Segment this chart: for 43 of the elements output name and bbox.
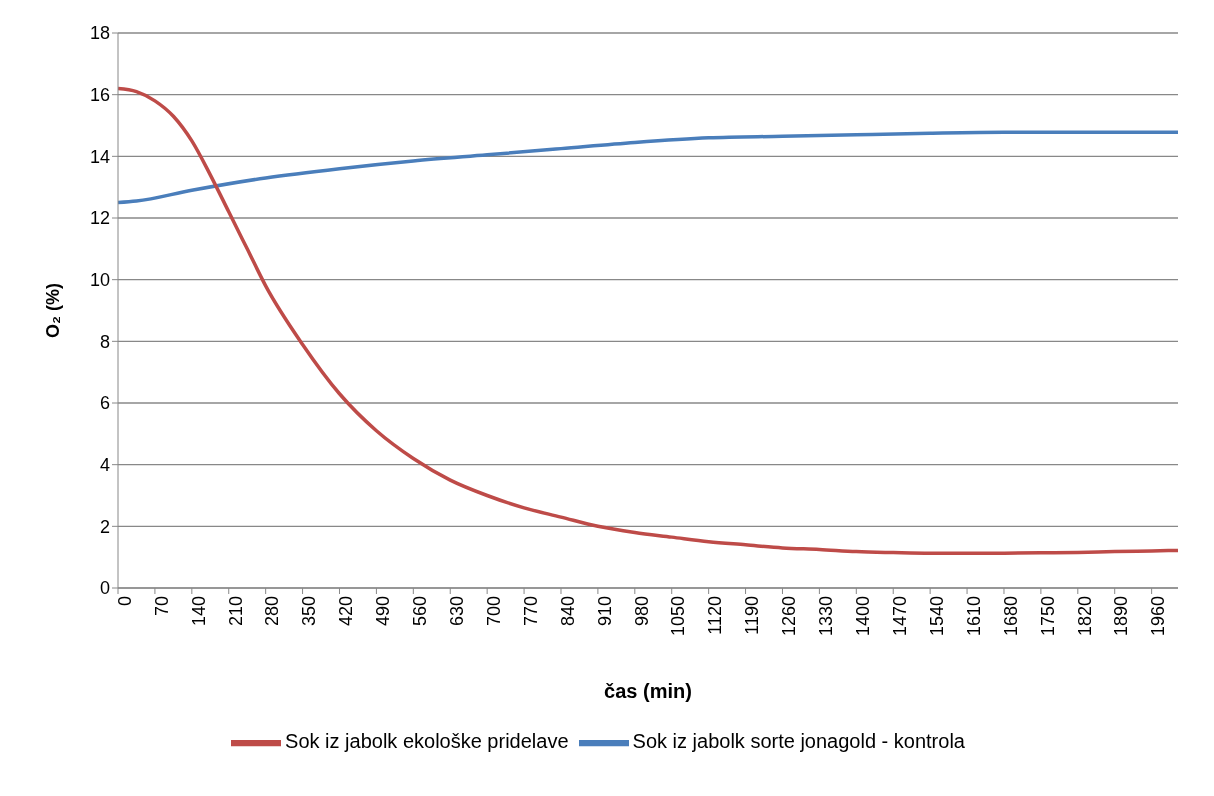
x-tick-label: 1680 bbox=[1000, 596, 1021, 637]
x-tick-label: 630 bbox=[447, 596, 468, 627]
x-tick-label: 1400 bbox=[853, 596, 874, 637]
x-axis-title: čas (min) bbox=[604, 680, 692, 702]
x-tick-label: 420 bbox=[336, 596, 357, 627]
y-axis-title: O₂ (%) bbox=[43, 283, 64, 338]
y-tick-label: 14 bbox=[89, 146, 110, 167]
y-tick-label: 2 bbox=[99, 516, 110, 537]
x-tick-label: 1610 bbox=[963, 596, 984, 637]
x-tick-label: 1190 bbox=[742, 596, 763, 635]
x-tick-label: 1890 bbox=[1111, 596, 1132, 637]
y-tick-label: 10 bbox=[89, 270, 110, 291]
x-tick-label: 0 bbox=[114, 596, 135, 607]
x-tick-label: 1750 bbox=[1037, 596, 1058, 637]
x-tick-label: 280 bbox=[262, 596, 283, 627]
x-tick-label: 490 bbox=[373, 596, 394, 627]
x-tick-label: 840 bbox=[557, 596, 578, 627]
x-tick-label: 770 bbox=[520, 596, 541, 627]
x-tick-label: 1960 bbox=[1148, 596, 1169, 637]
x-tick-label: 1050 bbox=[668, 596, 689, 637]
y-tick-label: 8 bbox=[99, 331, 110, 352]
x-tick-label: 1470 bbox=[890, 596, 910, 637]
x-tick-label: 980 bbox=[631, 596, 652, 627]
x-tick-label: 1330 bbox=[816, 596, 837, 637]
y-tick-label: 6 bbox=[99, 393, 110, 414]
y-tick-label: 4 bbox=[99, 455, 110, 476]
x-tick-label: 210 bbox=[225, 596, 246, 627]
x-tick-label: 140 bbox=[188, 596, 209, 627]
y-tick-label: 16 bbox=[89, 85, 110, 106]
x-tick-label: 910 bbox=[594, 596, 615, 627]
x-tick-label: 1540 bbox=[926, 596, 947, 637]
x-tick-label: 560 bbox=[410, 596, 431, 627]
legend-label: Sok iz jabolk sorte jonagold - kontrola bbox=[632, 730, 965, 753]
legend-label: Sok iz jabolk ekološke pridelave bbox=[285, 730, 569, 753]
x-tick-label: 1120 bbox=[705, 596, 726, 635]
x-tick-label: 350 bbox=[299, 596, 320, 627]
y-tick-label: 0 bbox=[99, 578, 110, 599]
y-tick-label: 18 bbox=[89, 23, 110, 44]
x-tick-label: 70 bbox=[151, 596, 172, 617]
x-tick-label: 700 bbox=[483, 596, 504, 627]
x-tick-label: 1820 bbox=[1074, 596, 1095, 637]
y-tick-label: 12 bbox=[89, 208, 110, 229]
x-tick-label: 1260 bbox=[779, 596, 800, 637]
